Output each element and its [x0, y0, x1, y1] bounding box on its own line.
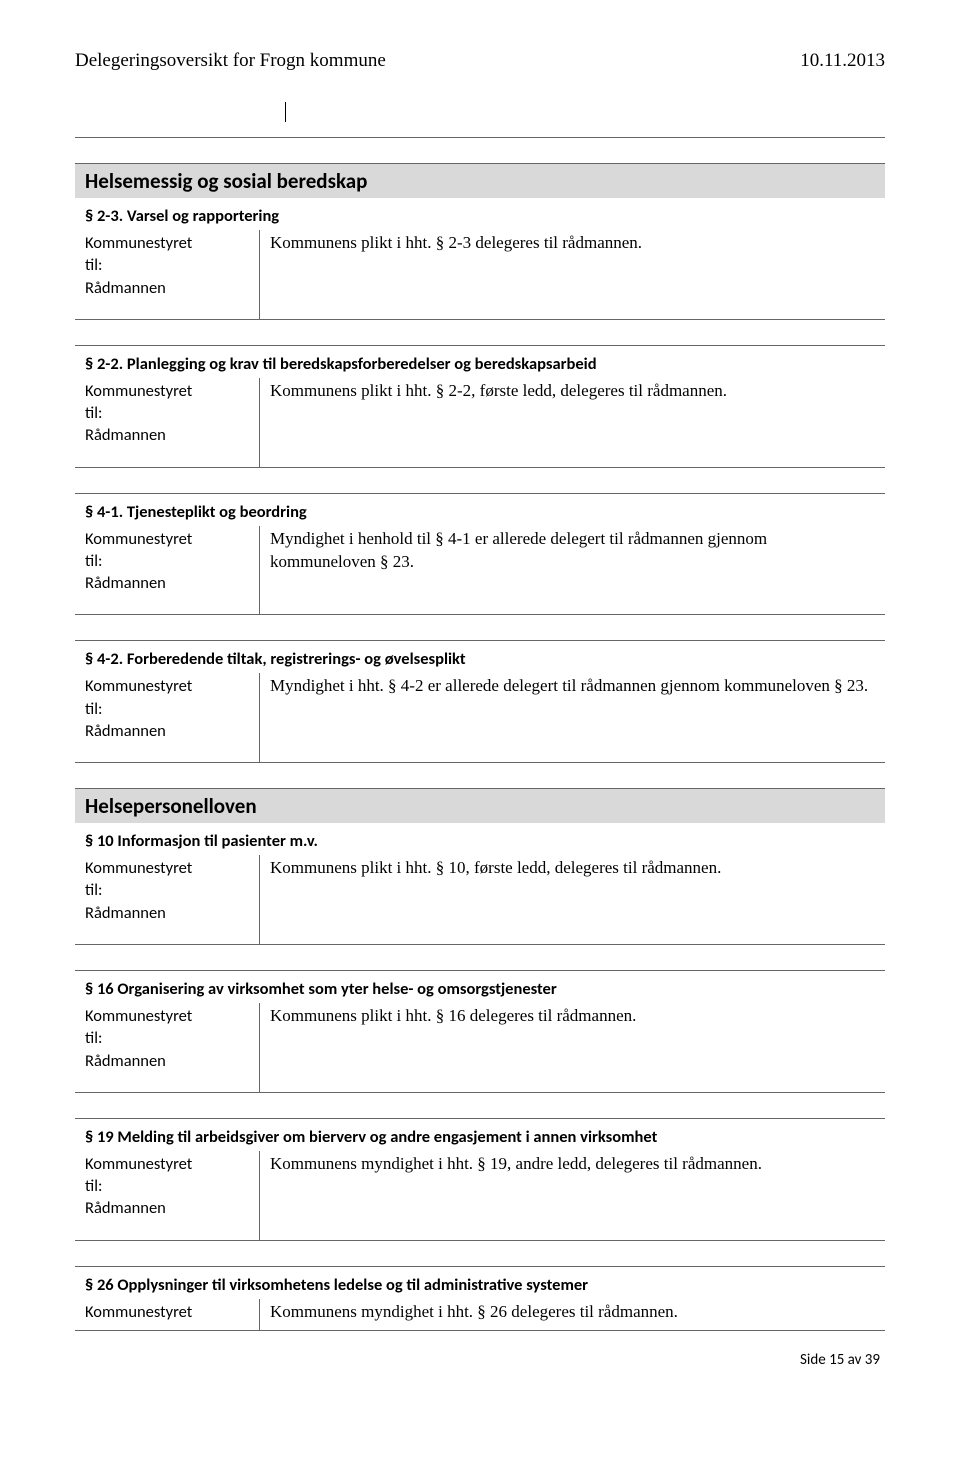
subsection-heading: § 10 Informasjon til pasienter m.v. — [75, 823, 885, 855]
column-tick — [285, 102, 287, 122]
header-title: Delegeringsoversikt for Frogn kommune — [75, 50, 386, 72]
section-heading: Helsemessig og sosial beredskap — [75, 163, 885, 198]
from-line: Rådmannen — [85, 572, 249, 594]
rule — [75, 614, 885, 615]
delegation-text: Kommunens plikt i hht. § 2-3 delegeres t… — [260, 230, 885, 319]
section-heading: Helsepersonelloven — [75, 788, 885, 823]
from-line: til: — [85, 1175, 249, 1197]
delegation-from: Kommunestyrettil:Rådmannen — [75, 673, 260, 762]
rule — [75, 762, 885, 763]
delegation-text: Kommunens myndighet i hht. § 19, andre l… — [260, 1151, 885, 1240]
delegation-row: Kommunestyrettil:RådmannenKommunens plik… — [75, 855, 885, 944]
from-line: Kommunestyret — [85, 380, 249, 402]
delegation-row: Kommunestyret Kommunens myndighet i hht. … — [75, 1299, 885, 1330]
from-line: Rådmannen — [85, 720, 249, 742]
delegation-from: Kommunestyrettil:Rådmannen — [75, 230, 260, 319]
delegation-from: Kommunestyrettil:Rådmannen — [75, 526, 260, 615]
from-line: Kommunestyret — [85, 857, 249, 879]
delegation-text: Kommunens plikt i hht. § 2-2, første led… — [260, 378, 885, 467]
document-body: Helsemessig og sosial beredskap§ 2-3. Va… — [75, 163, 885, 1331]
from-line: Kommunestyret — [85, 675, 249, 697]
rule — [75, 944, 885, 945]
from-line: Rådmannen — [85, 1197, 249, 1219]
from-line: Rådmannen — [85, 1050, 249, 1072]
delegation-from: Kommunestyrettil:Rådmannen — [75, 1003, 260, 1092]
header-date: 10.11.2013 — [800, 50, 885, 72]
subsection-heading: § 19 Melding til arbeidsgiver om bierver… — [75, 1118, 885, 1151]
from-line: til: — [85, 254, 249, 276]
delegation-text: Myndighet i hht. § 4-2 er allerede deleg… — [260, 673, 885, 762]
delegation-text: Myndighet i henhold til § 4-1 er allered… — [260, 526, 885, 615]
delegation-text: Kommunens plikt i hht. § 10, første ledd… — [260, 855, 885, 944]
subsection-heading: § 26 Opplysninger til virksomhetens lede… — [75, 1266, 885, 1299]
delegation-row: Kommunestyrettil:RådmannenKommunens plik… — [75, 378, 885, 467]
rule — [75, 467, 885, 468]
delegation-from: Kommunestyrettil:Rådmannen — [75, 378, 260, 467]
delegation-row: Kommunestyrettil:RådmannenMyndighet i hh… — [75, 673, 885, 762]
from-line: Rådmannen — [85, 277, 249, 299]
delegation-row: Kommunestyrettil:RådmannenKommunens plik… — [75, 230, 885, 319]
from-line: Rådmannen — [85, 902, 249, 924]
rule — [75, 1092, 885, 1093]
from-line: til: — [85, 1027, 249, 1049]
delegation-row: Kommunestyrettil:RådmannenKommunens plik… — [75, 1003, 885, 1092]
from-line: Kommunestyret — [85, 1153, 249, 1175]
from-line: Kommunestyret — [85, 1301, 249, 1323]
delegation-from: Kommunestyrettil:Rådmannen — [75, 855, 260, 944]
rule — [75, 1330, 885, 1331]
from-line: Kommunestyret — [85, 528, 249, 550]
from-line: til: — [85, 698, 249, 720]
page-footer: Side 15 av 39 — [75, 1351, 885, 1369]
delegation-from: Kommunestyret — [75, 1299, 260, 1330]
from-line: Rådmannen — [85, 424, 249, 446]
delegation-row: Kommunestyrettil:RådmannenMyndighet i he… — [75, 526, 885, 615]
delegation-text: Kommunens plikt i hht. § 16 delegeres ti… — [260, 1003, 885, 1092]
from-line: til: — [85, 550, 249, 572]
subsection-heading: § 4-2. Forberedende tiltak, registrering… — [75, 640, 885, 673]
delegation-row: Kommunestyrettil:RådmannenKommunens mynd… — [75, 1151, 885, 1240]
subsection-heading: § 2-2. Planlegging og krav til beredskap… — [75, 345, 885, 378]
subsection-heading: § 2-3. Varsel og rapportering — [75, 198, 885, 230]
subsection-heading: § 4-1. Tjenesteplikt og beordring — [75, 493, 885, 526]
rule — [75, 319, 885, 320]
delegation-from: Kommunestyrettil:Rådmannen — [75, 1151, 260, 1240]
top-rule — [75, 137, 885, 138]
page-header: Delegeringsoversikt for Frogn kommune 10… — [75, 50, 885, 72]
delegation-text: Kommunens myndighet i hht. § 26 delegere… — [260, 1299, 885, 1330]
from-line: til: — [85, 879, 249, 901]
subsection-heading: § 16 Organisering av virksomhet som yter… — [75, 970, 885, 1003]
from-line: Kommunestyret — [85, 232, 249, 254]
rule — [75, 1240, 885, 1241]
from-line: til: — [85, 402, 249, 424]
from-line: Kommunestyret — [85, 1005, 249, 1027]
